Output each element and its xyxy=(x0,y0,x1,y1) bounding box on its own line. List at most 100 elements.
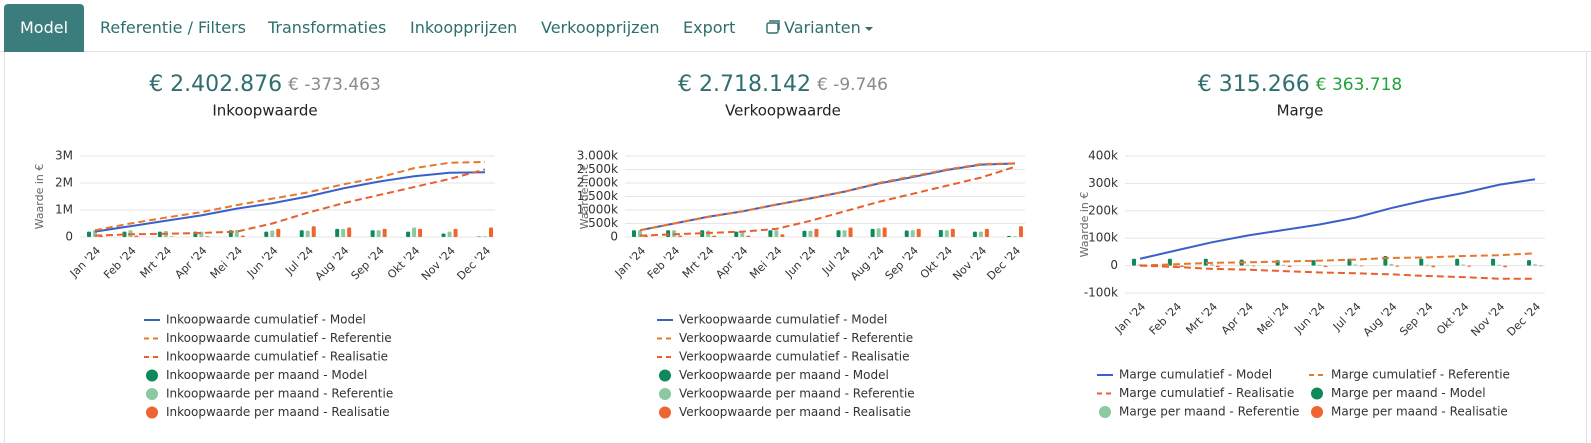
bar xyxy=(1467,265,1472,267)
bar xyxy=(1215,265,1220,268)
legend-label: Verkoopwaarde cumulatief - Model xyxy=(679,313,887,327)
legend-swatch xyxy=(659,369,671,382)
legend-swatch xyxy=(1311,387,1323,400)
bar xyxy=(276,228,281,237)
tab[interactable]: Verkoopprijzen xyxy=(525,4,676,52)
kpi-value: € 315.266 xyxy=(1198,72,1310,97)
bar xyxy=(134,235,139,237)
bar xyxy=(270,230,275,237)
bar xyxy=(814,228,819,237)
y-tick-label: 3.000k xyxy=(577,149,618,163)
line xyxy=(1139,252,1536,267)
tab[interactable]: Referentie / Filters xyxy=(84,4,262,52)
x-tick-label: Feb '24 xyxy=(101,244,138,281)
x-tick-label: Apr '24 xyxy=(1219,300,1256,337)
x-tick-label: Mrt '24 xyxy=(137,244,174,281)
y-tick-label: 500k xyxy=(588,216,618,230)
y-tick-label: 3M xyxy=(55,149,73,163)
chart: € 2.402.876 € -373.463 Inkoopwaarde Waarde … xyxy=(33,72,495,419)
legend-label: Marge per maand - Referentie xyxy=(1119,405,1299,419)
bar xyxy=(740,231,745,237)
x-tick-label: Jan '24 xyxy=(67,244,103,280)
line xyxy=(94,168,486,237)
kpi-delta: € 363.718 xyxy=(1316,75,1403,95)
x-tick-label: Jul '24 xyxy=(1330,300,1364,334)
x-tick-label: Feb '24 xyxy=(645,244,682,281)
y-tick-label: 0 xyxy=(1110,258,1118,272)
y-tick-label: 100k xyxy=(1088,231,1118,245)
bar xyxy=(1533,264,1537,266)
bar xyxy=(904,230,909,237)
legend-label: Marge cumulatief - Model xyxy=(1119,368,1272,382)
bar xyxy=(240,235,245,237)
legend-label: Verkoopwaarde per maand - Referentie xyxy=(679,387,915,401)
bar xyxy=(1461,264,1466,266)
y-tick-label: 0 xyxy=(65,230,73,244)
x-tick-label: Sep '24 xyxy=(1397,300,1435,338)
tab-label: Export xyxy=(683,18,736,37)
legend-swatch xyxy=(659,388,671,400)
bar xyxy=(734,231,739,237)
legend-swatch xyxy=(146,388,158,400)
y-tick-label: 400k xyxy=(1088,149,1118,163)
bar xyxy=(305,230,310,237)
bar xyxy=(311,226,316,237)
x-tick-label: Jan '24 xyxy=(612,244,648,280)
x-tick-label: Mrt '24 xyxy=(1183,300,1220,337)
bar xyxy=(836,230,841,237)
x-tick-label: Aug '24 xyxy=(848,244,887,283)
legend-swatch xyxy=(146,369,158,382)
chart-title: Verkoopwaarde xyxy=(725,102,841,120)
legend-label: Verkoopwaarde cumulatief - Referentie xyxy=(679,331,913,345)
tab-label: Varianten xyxy=(784,18,861,37)
bar xyxy=(1389,263,1394,266)
legend-label: Marge cumulatief - Referentie xyxy=(1331,368,1510,382)
bar xyxy=(1281,264,1286,266)
bar xyxy=(447,231,452,237)
bar xyxy=(157,231,162,237)
bar xyxy=(169,236,174,237)
y-tick-label: 1.000k xyxy=(577,203,618,217)
legend-label: Inkoopwaarde per maand - Realisatie xyxy=(166,405,390,419)
bar xyxy=(1251,265,1256,267)
legend-label: Inkoopwaarde per maand - Referentie xyxy=(166,387,393,401)
bar xyxy=(1245,264,1250,266)
y-axis-label: Waarde in € xyxy=(1078,192,1091,258)
tab[interactable]: Model xyxy=(4,4,85,52)
bar xyxy=(978,231,983,237)
bar xyxy=(1132,258,1136,266)
bar xyxy=(1013,236,1017,237)
bar xyxy=(882,227,887,237)
y-tick-label: -100k xyxy=(1084,286,1118,300)
x-tick-label: Apr '24 xyxy=(172,244,209,281)
line xyxy=(1139,178,1536,260)
x-tick-label: Jul '24 xyxy=(282,244,316,278)
x-tick-label: Mei '24 xyxy=(208,244,245,281)
tab[interactable]: Varianten xyxy=(749,4,890,52)
bar xyxy=(984,228,989,237)
bar xyxy=(916,228,921,237)
bar xyxy=(87,231,91,237)
bar xyxy=(1209,264,1214,266)
bar xyxy=(842,230,847,237)
legend-label: Marge cumulatief - Realisatie xyxy=(1119,386,1294,400)
x-tick-label: Sep '24 xyxy=(883,244,921,282)
legend-label: Marge per maand - Model xyxy=(1331,386,1486,400)
tab[interactable]: Export xyxy=(667,4,751,52)
bar xyxy=(1311,260,1316,266)
tab[interactable]: Transformaties xyxy=(252,4,402,52)
x-tick-label: Mei '24 xyxy=(747,244,784,281)
bar xyxy=(1419,258,1424,266)
x-tick-label: Nov '24 xyxy=(950,244,989,283)
bar xyxy=(780,234,785,237)
bar xyxy=(1539,265,1543,267)
x-tick-label: Mrt '24 xyxy=(680,244,717,281)
bar xyxy=(938,229,943,237)
line xyxy=(1139,264,1535,280)
legend-swatch xyxy=(146,406,158,419)
bar xyxy=(489,227,493,237)
x-tick-label: Apr '24 xyxy=(713,244,750,281)
kpi-delta: € -373.463 xyxy=(288,75,381,95)
bar xyxy=(122,231,127,237)
tab[interactable]: Inkoopprijzen xyxy=(394,4,533,52)
